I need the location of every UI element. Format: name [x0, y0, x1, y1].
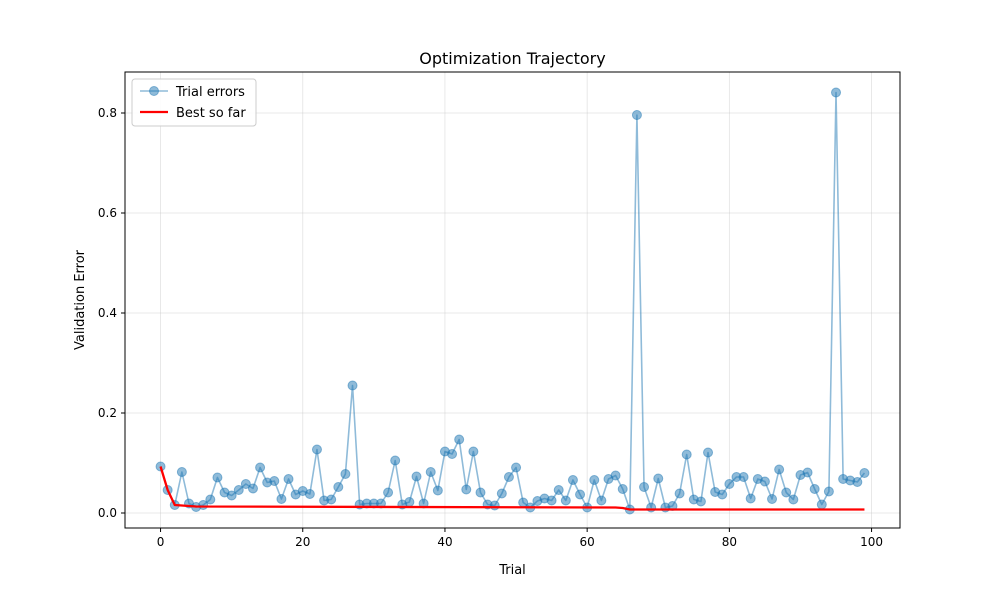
legend: Trial errors Best so far: [131, 78, 257, 127]
data-point-trial-errors: [575, 489, 586, 500]
x-tick-label: 0: [157, 535, 165, 549]
data-point-trial-errors: [553, 485, 564, 495]
data-point-trial-errors: [681, 449, 692, 460]
data-point-trial-errors: [631, 110, 642, 120]
data-point-trial-errors: [255, 462, 266, 473]
x-tick-label: 100: [860, 535, 883, 549]
data-point-trial-errors: [639, 482, 650, 492]
data-point-trial-errors: [226, 490, 237, 501]
series-line-best-so-far: [159, 466, 865, 511]
data-point-trial-errors: [859, 468, 870, 478]
data-point-trial-errors: [774, 464, 785, 475]
data-point-trial-errors: [759, 476, 770, 487]
y-axis-label: Validation Error: [73, 249, 88, 350]
data-point-trial-errors: [233, 485, 244, 495]
data-point-trial-errors: [745, 493, 756, 504]
y-tick-label: 0.2: [98, 406, 117, 420]
data-point-trial-errors: [767, 494, 778, 504]
x-tick-label: 40: [437, 535, 452, 549]
data-point-trial-errors: [475, 487, 486, 498]
data-point-trial-errors: [404, 497, 415, 507]
data-point-trial-errors: [560, 495, 571, 506]
data-point-trial-errors: [511, 462, 522, 473]
data-point-trial-errors: [816, 499, 827, 510]
data-point-trial-errors: [823, 486, 834, 497]
series-line-trial-errors: [159, 91, 866, 511]
data-point-trial-errors: [240, 479, 251, 489]
legend-label-best-so-far: Best so far: [176, 106, 246, 121]
x-tick-label: 80: [722, 535, 737, 549]
data-point-trial-errors: [176, 467, 187, 477]
data-point-trial-errors: [340, 469, 351, 479]
data-point-trial-errors: [831, 87, 842, 98]
data-point-trial-errors: [788, 494, 799, 505]
y-tick-label: 0.4: [98, 306, 117, 320]
data-point-trial-errors: [461, 484, 472, 495]
data-point-trial-errors: [546, 495, 557, 506]
x-axis-label: Trial: [498, 563, 526, 578]
data-point-trial-errors: [589, 475, 600, 485]
data-point-trial-errors: [447, 449, 458, 459]
data-point-trial-errors: [454, 434, 465, 445]
data-point-trial-errors: [809, 484, 820, 494]
y-tick-label: 0.6: [98, 206, 117, 220]
data-point-trial-errors: [653, 473, 664, 484]
data-point-trial-errors: [802, 467, 813, 478]
data-point-trial-errors: [617, 484, 628, 494]
data-point-trial-errors: [503, 472, 514, 482]
data-point-trial-errors: [411, 471, 422, 482]
data-point-trial-errors: [610, 470, 621, 481]
data-point-trial-errors: [269, 476, 280, 486]
data-point-trial-errors: [276, 494, 287, 504]
legend-label-trial-errors: Trial errors: [175, 85, 245, 100]
data-point-trial-errors: [425, 467, 436, 477]
y-tick-label: 0.0: [98, 506, 117, 520]
data-point-trial-errors: [212, 472, 223, 483]
data-point-trial-errors: [496, 488, 507, 499]
data-point-trial-errors: [852, 477, 863, 487]
data-point-trial-errors: [205, 494, 216, 505]
data-point-trial-errors: [567, 475, 578, 485]
data-point-trial-errors: [326, 494, 337, 505]
data-point-trial-errors: [724, 479, 735, 489]
chart-title: Optimization Trajectory: [419, 49, 605, 68]
data-point-trial-errors: [283, 474, 294, 484]
data-point-trial-errors: [347, 380, 358, 391]
data-point-trial-errors: [304, 489, 315, 499]
data-point-trial-errors: [489, 500, 500, 511]
x-tick-label: 60: [580, 535, 595, 549]
data-point-trial-errors: [674, 488, 685, 499]
legend-marker-trial-errors: [149, 86, 159, 96]
data-point-trial-errors: [432, 485, 443, 496]
data-point-trial-errors: [703, 447, 714, 458]
tick-layer: 0 20 40 60 80 100 0.0 0.2 0.4 0.6 0.8: [98, 106, 883, 549]
plot-frame: [124, 71, 901, 529]
x-tick-label: 20: [295, 535, 310, 549]
data-point-trial-errors: [695, 496, 706, 507]
data-point-trial-errors: [781, 487, 792, 498]
y-tick-label: 0.8: [98, 106, 117, 120]
data-point-trial-errors: [247, 483, 258, 494]
grid-layer: [125, 72, 900, 528]
data-point-trial-errors: [383, 487, 394, 498]
data-point-trial-errors: [390, 455, 401, 466]
data-layer: [155, 87, 870, 515]
data-point-trial-errors: [333, 482, 344, 492]
data-point-trial-errors: [596, 495, 607, 506]
data-point-trial-errors: [311, 444, 322, 455]
data-point-trial-errors: [738, 472, 749, 482]
data-point-trial-errors: [468, 446, 479, 457]
data-point-trial-errors: [717, 489, 728, 500]
